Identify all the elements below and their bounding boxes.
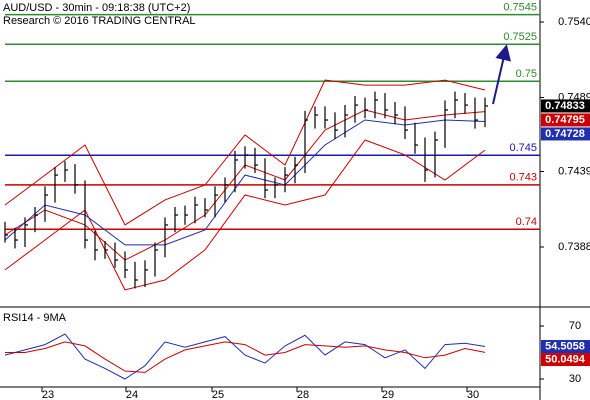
x-tick-label: 25 xyxy=(212,389,224,400)
price-tag-label: 0.74728 xyxy=(545,128,585,140)
indicator-line xyxy=(4,79,486,226)
price-tag xyxy=(541,127,590,141)
forecast-arrow xyxy=(492,44,511,105)
price-tag-label: 0.74833 xyxy=(545,100,585,112)
plot: 0.75400.74890.74390.73880.75450.75250.75… xyxy=(4,2,590,400)
level-label: 0.74 xyxy=(516,216,537,228)
x-tick-label: 28 xyxy=(297,389,309,400)
rsi-title: RSI14 - 9MA xyxy=(3,312,67,324)
chart-subtitle: Research © 2016 TRADING CENTRAL xyxy=(3,15,196,27)
level-label: 0.745 xyxy=(509,142,537,154)
y-tick-label: 30 xyxy=(569,373,581,385)
level-label: 0.7545 xyxy=(503,2,537,14)
x-tick-label: 24 xyxy=(126,389,138,400)
price-tag xyxy=(541,99,590,113)
level-label: 0.743 xyxy=(509,172,537,184)
y-tick-label: 0.7439 xyxy=(558,165,590,177)
price-tag-label: 0.74795 xyxy=(545,114,585,126)
level-label: 0.75 xyxy=(516,68,537,80)
price-tag xyxy=(541,353,590,367)
level-label: 0.7525 xyxy=(503,31,537,43)
price-tag xyxy=(541,113,590,127)
price-tag xyxy=(541,340,590,354)
chart-title: AUD/USD - 30min - 09:18:38 (UTC+2) xyxy=(3,2,190,14)
indicator-line xyxy=(5,341,486,373)
x-tick-label: 29 xyxy=(382,389,394,400)
y-tick-label: 0.7540 xyxy=(558,16,590,28)
indicator-line xyxy=(4,333,486,380)
price-tag-label: 50.0494 xyxy=(545,353,586,365)
x-tick-label: 23 xyxy=(42,389,54,400)
y-tick-label: 0.7388 xyxy=(558,241,590,253)
price-tag-label: 54.5058 xyxy=(545,340,585,352)
y-tick-label: 70 xyxy=(569,320,581,332)
x-tick-label: 30 xyxy=(467,389,479,400)
